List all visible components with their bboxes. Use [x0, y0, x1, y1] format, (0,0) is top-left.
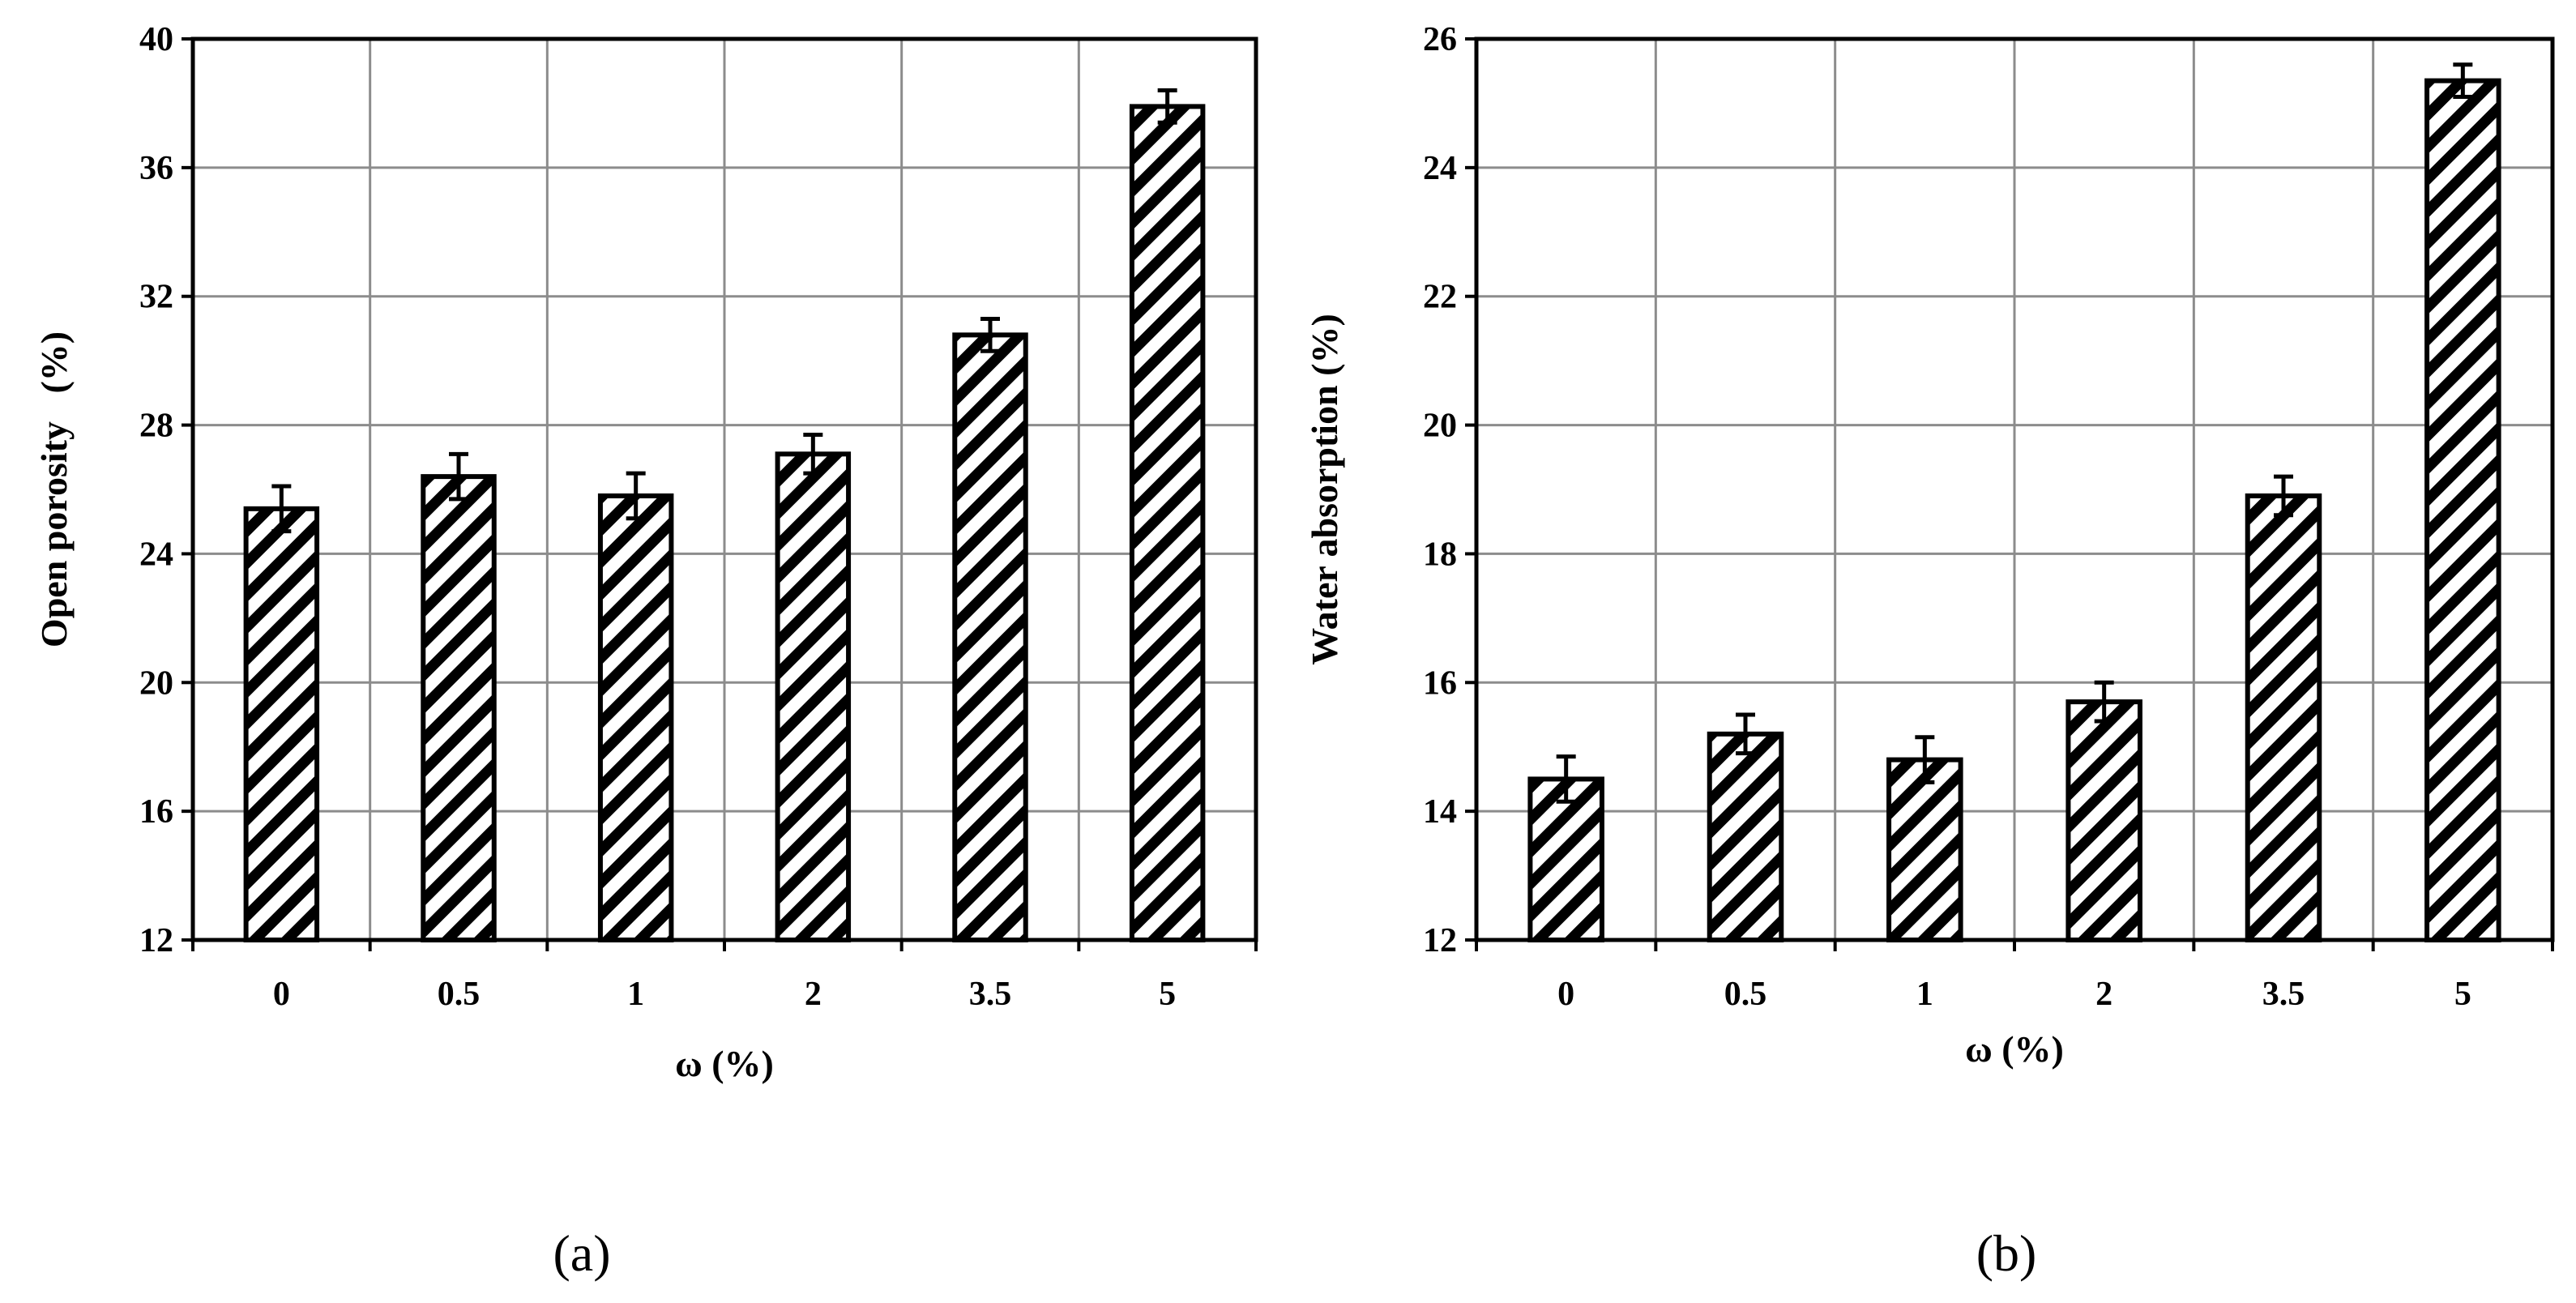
error-bar-5 [1157, 88, 1177, 125]
x-tick-label: 0 [273, 976, 290, 1013]
x-axis-title: ω (%) [675, 1043, 774, 1084]
bar-5 [2424, 78, 2501, 943]
x-tick-label: 2 [2095, 976, 2112, 1013]
error-bar-0.5 [1736, 712, 1755, 756]
x-tick-label: 0 [1557, 976, 1574, 1013]
y-tick-label: 28 [139, 408, 173, 445]
y-tick-label: 36 [139, 150, 173, 187]
y-tick-label: 20 [139, 664, 173, 702]
y-tick-label: 40 [139, 21, 173, 58]
y-tick-label: 26 [1423, 21, 1457, 58]
error-bar-0.5 [449, 451, 468, 502]
y-tick-label: 32 [139, 279, 173, 316]
bar-2 [775, 451, 852, 942]
error-bar-1 [626, 471, 646, 521]
x-tick-label: 2 [805, 976, 822, 1013]
bar-1 [1886, 757, 1963, 942]
x-axis-title: ω (%) [1965, 1028, 2064, 1070]
error-bar-0 [271, 484, 292, 534]
bar-5 [1129, 104, 1206, 942]
panel-label: (a) [553, 1224, 610, 1282]
y-tick-label: 16 [139, 793, 173, 831]
y-tick-label: 14 [1423, 793, 1457, 831]
y-tick-label: 18 [1423, 536, 1457, 573]
y-tick-label: 12 [139, 922, 173, 959]
x-tick-label: 0.5 [1724, 976, 1767, 1013]
bar-0.5 [1707, 731, 1784, 942]
x-tick-label: 0.5 [438, 976, 481, 1013]
x-tick-label: 3.5 [2262, 976, 2305, 1013]
x-tick-label: 1 [627, 976, 644, 1013]
y-tick-label: 12 [1423, 922, 1457, 959]
error-bar-2 [803, 432, 823, 476]
y-tick-label: 22 [1423, 279, 1457, 316]
bar-0 [1527, 776, 1604, 943]
x-tick-label: 3.5 [969, 976, 1012, 1013]
error-bar-5 [2453, 62, 2473, 99]
y-tick-label: 16 [1423, 664, 1457, 702]
error-bar-1 [1915, 735, 1935, 784]
bar-0.5 [421, 474, 497, 942]
y-tick-label: 20 [1423, 408, 1457, 445]
y-axis-title: Open porosity (%) [33, 331, 75, 647]
x-tick-label: 1 [1916, 976, 1933, 1013]
bar-3.5 [2245, 493, 2322, 942]
error-bar-3.5 [2274, 474, 2293, 518]
bar-1 [597, 493, 674, 942]
x-tick-label: 5 [1159, 976, 1176, 1013]
y-axis-title: Water absorption (%) [1304, 314, 1345, 665]
y-tick-label: 24 [139, 536, 173, 573]
bar-0 [243, 506, 320, 942]
bar-2 [2065, 699, 2142, 942]
x-tick-label: 5 [2454, 976, 2471, 1013]
panel-label: (b) [1976, 1224, 2037, 1282]
y-tick-label: 24 [1423, 150, 1457, 187]
error-bar-3.5 [980, 317, 1000, 353]
error-bar-0 [1556, 754, 1576, 804]
bar-3.5 [952, 332, 1028, 943]
error-bar-2 [2094, 680, 2114, 724]
